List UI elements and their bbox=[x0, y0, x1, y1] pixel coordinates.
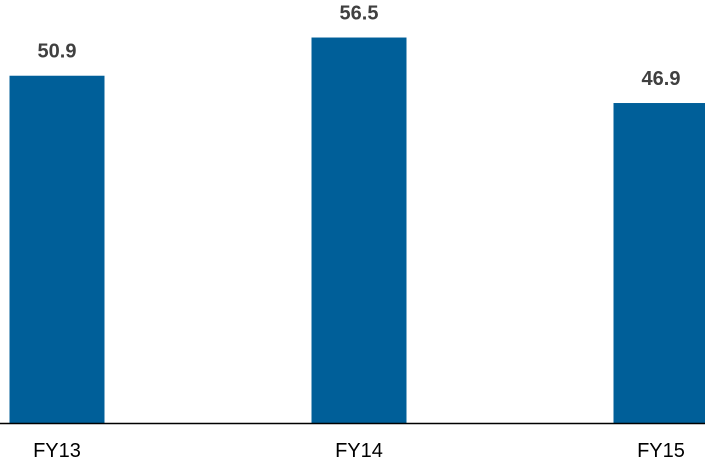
value-labels-group: 50.9 56.5 46.9 bbox=[38, 3, 681, 90]
x-tick-labels-group: FY13 FY14 FY15 bbox=[33, 440, 685, 462]
value-label-fy13: 50.9 bbox=[38, 41, 77, 63]
bar-fy15 bbox=[613, 103, 705, 423]
bar-fy14 bbox=[311, 37, 407, 423]
bars-group bbox=[9, 37, 705, 423]
x-tick-label-fy15: FY15 bbox=[637, 440, 685, 462]
value-label-fy14: 56.5 bbox=[340, 3, 379, 25]
x-tick-label-fy14: FY14 bbox=[335, 440, 383, 462]
value-label-fy15: 46.9 bbox=[642, 68, 681, 90]
x-tick-label-fy13: FY13 bbox=[33, 440, 81, 462]
bar-fy13 bbox=[9, 75, 105, 423]
